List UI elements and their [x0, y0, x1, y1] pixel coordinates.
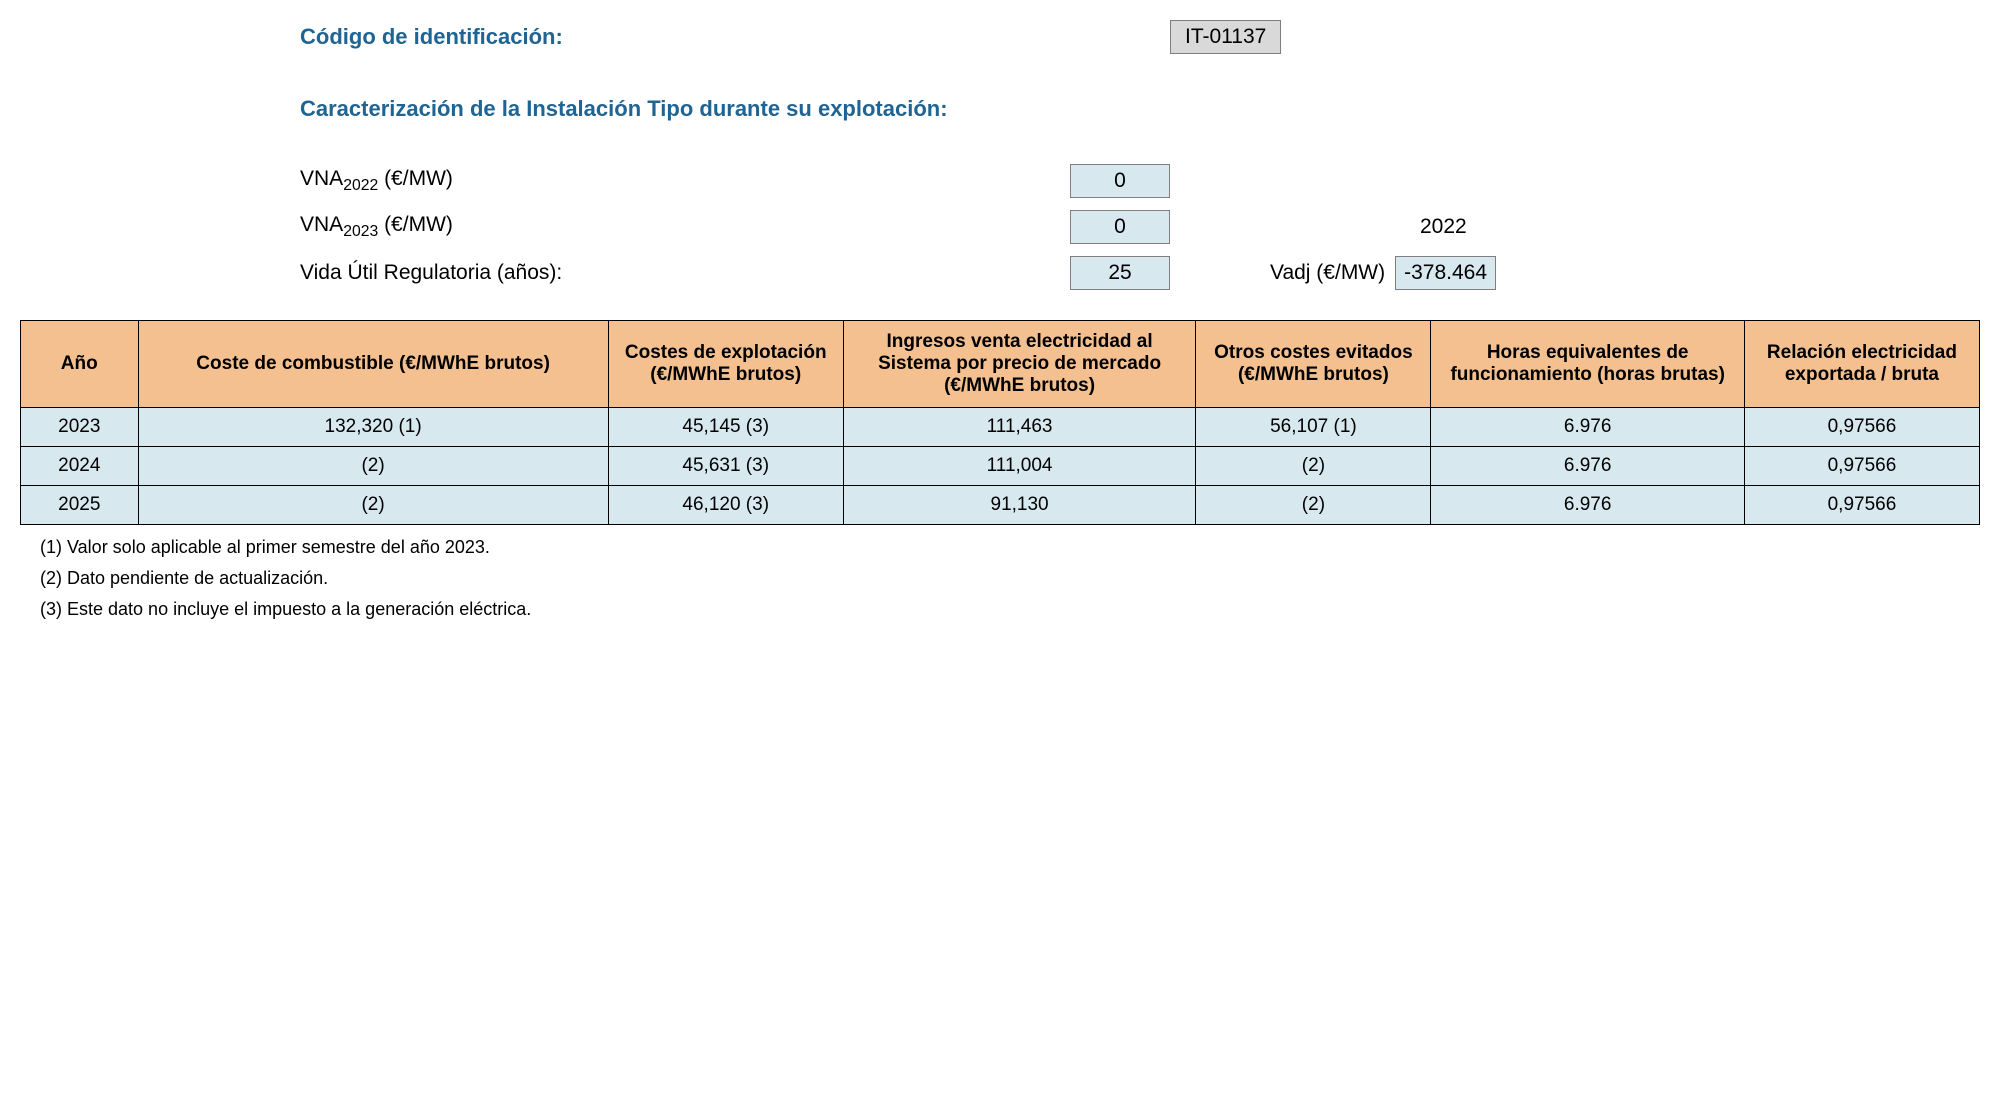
- table-head: AñoCoste de combustible (€/MWhE brutos)C…: [21, 321, 1980, 408]
- table-cell: 6.976: [1431, 447, 1744, 486]
- vadj-value: -378.464: [1395, 256, 1496, 290]
- vida-row: Vida Útil Regulatoria (años): 25 Vadj (€…: [300, 256, 1980, 290]
- vna-2023-value: 0: [1070, 210, 1170, 244]
- table-cell: (2): [138, 447, 608, 486]
- footnote: (3) Este dato no incluye el impuesto a l…: [40, 599, 1980, 620]
- table-cell: 46,120 (3): [608, 486, 843, 525]
- vna-2022-value: 0: [1070, 164, 1170, 198]
- table-cell: 6.976: [1431, 486, 1744, 525]
- table-header-cell: Horas equivalentes de funcionamiento (ho…: [1431, 321, 1744, 408]
- table-cell: (2): [138, 486, 608, 525]
- table-cell: 0,97566: [1744, 447, 1979, 486]
- vna-2022-row: VNA2022 (€/MW) 0: [300, 164, 1980, 198]
- vna-sub: 2022: [343, 177, 378, 194]
- table-header-cell: Costes de explotación (€/MWhE brutos): [608, 321, 843, 408]
- code-row: Código de identificación: IT-01137: [300, 20, 1980, 54]
- table-cell: (2): [1196, 486, 1431, 525]
- table-cell: 45,631 (3): [608, 447, 843, 486]
- table-row: 2025(2)46,120 (3)91,130(2)6.9760,97566: [21, 486, 1980, 525]
- table-cell: 2023: [21, 408, 139, 447]
- table-header-cell: Coste de combustible (€/MWhE brutos): [138, 321, 608, 408]
- footnote: (1) Valor solo aplicable al primer semes…: [40, 537, 1980, 558]
- table-row: 2023132,320 (1)45,145 (3)111,46356,107 (…: [21, 408, 1980, 447]
- vadj-section: Vadj (€/MW) -378.464: [1270, 256, 1496, 290]
- vna-unit: (€/MW): [378, 213, 453, 236]
- table-header-cell: Ingresos venta electricidad al Sistema p…: [843, 321, 1196, 408]
- table-cell: 111,463: [843, 408, 1196, 447]
- table-cell: 0,97566: [1744, 408, 1979, 447]
- data-table: AñoCoste de combustible (€/MWhE brutos)C…: [20, 320, 1980, 525]
- table-cell: 56,107 (1): [1196, 408, 1431, 447]
- table-cell: (2): [1196, 447, 1431, 486]
- vna-prefix: VNA: [300, 213, 343, 236]
- vna-unit: (€/MW): [378, 167, 453, 190]
- vida-label: Vida Útil Regulatoria (años):: [300, 261, 1070, 285]
- section-title-row: Caracterización de la Instalación Tipo d…: [300, 96, 1980, 122]
- table-cell: 91,130: [843, 486, 1196, 525]
- table-cell: 0,97566: [1744, 486, 1979, 525]
- vna-prefix: VNA: [300, 167, 343, 190]
- table-cell: 132,320 (1): [138, 408, 608, 447]
- table-header-cell: Relación electricidad exportada / bruta: [1744, 321, 1979, 408]
- vna-2023-label: VNA2023 (€/MW): [300, 213, 1070, 241]
- vna-2022-label: VNA2022 (€/MW): [300, 167, 1070, 195]
- table-cell: 45,145 (3): [608, 408, 843, 447]
- footnotes: (1) Valor solo aplicable al primer semes…: [40, 537, 1980, 620]
- vna-2023-row: VNA2023 (€/MW) 0 2022: [300, 210, 1980, 244]
- table-cell: 6.976: [1431, 408, 1744, 447]
- year-aside: 2022: [1420, 215, 1467, 239]
- table-header-row: AñoCoste de combustible (€/MWhE brutos)C…: [21, 321, 1980, 408]
- code-value: IT-01137: [1170, 20, 1281, 54]
- table-cell: 2025: [21, 486, 139, 525]
- footnote: (2) Dato pendiente de actualización.: [40, 568, 1980, 589]
- table-header-cell: Otros costes evitados (€/MWhE brutos): [1196, 321, 1431, 408]
- table-cell: 111,004: [843, 447, 1196, 486]
- table-body: 2023132,320 (1)45,145 (3)111,46356,107 (…: [21, 408, 1980, 525]
- table-cell: 2024: [21, 447, 139, 486]
- header-section: Código de identificación: IT-01137 Carac…: [300, 20, 1980, 290]
- vida-value: 25: [1070, 256, 1170, 290]
- vadj-label: Vadj (€/MW): [1270, 261, 1385, 285]
- table-row: 2024(2)45,631 (3)111,004(2)6.9760,97566: [21, 447, 1980, 486]
- code-label: Código de identificación:: [300, 24, 1170, 50]
- table-header-cell: Año: [21, 321, 139, 408]
- vna-sub: 2023: [343, 223, 378, 240]
- section-title: Caracterización de la Instalación Tipo d…: [300, 96, 1170, 122]
